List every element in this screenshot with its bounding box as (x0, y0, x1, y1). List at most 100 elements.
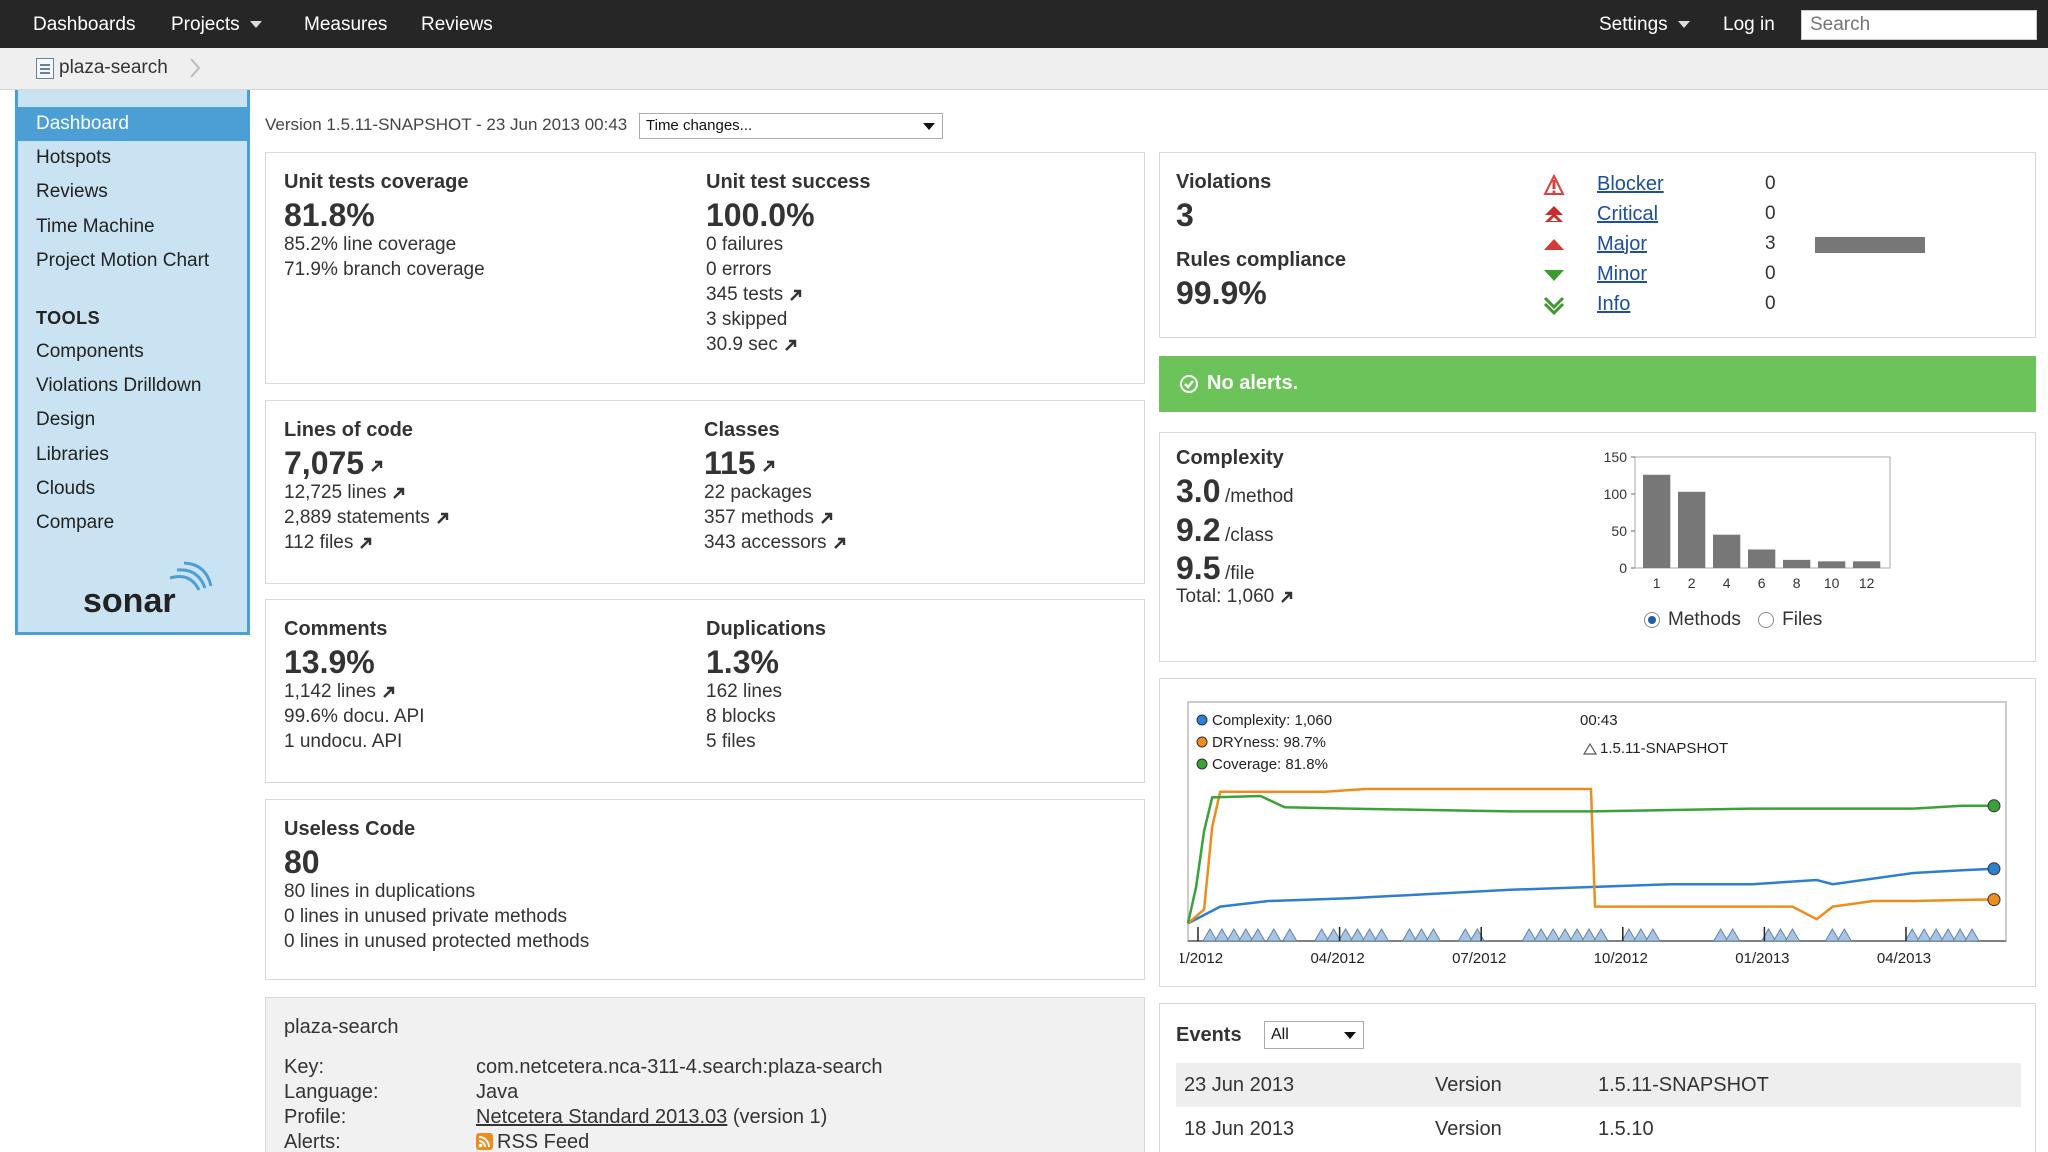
radio-methods[interactable]: Methods (1644, 609, 1741, 630)
test-errors[interactable]: 0 errors (706, 259, 772, 280)
nav-settings[interactable]: Settings (1599, 14, 1690, 36)
nav-measures[interactable]: Measures (304, 14, 388, 35)
violations-title: Violations (1176, 171, 1272, 193)
blocker-count: 0 (1765, 173, 1776, 194)
nav-dashboards[interactable]: Dashboards (33, 14, 136, 35)
complexity-total[interactable]: Total: 1,060 (1176, 586, 1294, 608)
event-marker (1964, 928, 1980, 942)
loc-statements[interactable]: 2,889 statements (284, 507, 450, 529)
test-duration[interactable]: 30.9 sec (706, 334, 798, 356)
event-type: Version (1435, 1118, 1502, 1140)
event-marker (1916, 928, 1933, 942)
sidebar-item-violations-drilldown[interactable]: Violations Drilldown (36, 375, 202, 396)
event-type: Version (1435, 1074, 1502, 1096)
project-icon (36, 58, 54, 79)
breadcrumb-project[interactable]: plaza-search (59, 57, 168, 78)
complexity-class[interactable]: 9.2 /class (1176, 512, 1274, 549)
loc-files[interactable]: 112 files (284, 532, 373, 554)
sidebar-item-hotspots[interactable]: Hotspots (36, 147, 111, 168)
sidebar-item-libraries[interactable]: Libraries (36, 444, 109, 465)
event-marker (1425, 928, 1442, 942)
nav-reviews[interactable]: Reviews (421, 14, 493, 35)
search-input[interactable] (1801, 10, 2037, 40)
compliance-value[interactable]: 99.9% (1176, 275, 1267, 311)
branch-coverage[interactable]: 71.9% branch coverage (284, 259, 485, 280)
critical-link[interactable]: Critical (1597, 203, 1659, 225)
duplicated-lines[interactable]: 162 lines (706, 681, 783, 702)
sidebar-item-compare[interactable]: Compare (36, 512, 115, 533)
radio-methods-indicator (1644, 611, 1660, 628)
duplicated-files[interactable]: 5 files (706, 731, 756, 752)
methods[interactable]: 357 methods (704, 507, 834, 529)
event-marker (1940, 928, 1956, 942)
major-link[interactable]: Major (1597, 233, 1648, 255)
blocker-link[interactable]: Blocker (1597, 173, 1664, 195)
tests-widget: Unit tests coverage 81.8% 85.2% line cov… (265, 152, 1145, 384)
comment-lines[interactable]: 1,142 lines (284, 681, 396, 703)
classes-value[interactable]: 115 (704, 445, 776, 482)
violations-value[interactable]: 3 (1176, 197, 1194, 233)
profile-link[interactable]: Netcetera Standard 2013.03 (476, 1106, 728, 1128)
sidebar-item-design[interactable]: Design (36, 409, 96, 430)
success-value[interactable]: 100.0% (706, 197, 815, 233)
legend-label: DRYness: 98.7% (1212, 734, 1326, 751)
x-tick-label: 10 (1824, 575, 1840, 591)
useless-protected[interactable]: 0 lines in unused protected methods (284, 931, 590, 952)
events-filter-value: All (1271, 1026, 1289, 1043)
events-filter-select[interactable]: All (1264, 1021, 1364, 1049)
useless-private[interactable]: 0 lines in unused private methods (284, 906, 568, 927)
project-profile: Netcetera Standard 2013.03 (version 1) (476, 1106, 827, 1129)
chevron-down-icon (249, 21, 262, 29)
major-bar (1815, 237, 1925, 253)
rss-feed[interactable]: RSS Feed (476, 1131, 589, 1152)
event-marker (1952, 928, 1968, 942)
sidebar-item-components[interactable]: Components (36, 341, 144, 362)
project-key: com.netcetera.nca-311-4.search:plaza-sea… (476, 1056, 883, 1078)
duplications-value[interactable]: 1.3% (706, 644, 779, 680)
project-info-widget: plaza-search Key: com.netcetera.nca-311-… (265, 997, 1145, 1152)
duplicated-blocks[interactable]: 8 blocks (706, 706, 776, 727)
undocu-api[interactable]: 1 undocu. API (284, 731, 403, 752)
test-count[interactable]: 345 tests (706, 284, 803, 306)
minor-link[interactable]: Minor (1597, 263, 1648, 285)
sidebar-item-dashboard[interactable]: Dashboard (18, 107, 247, 141)
sidebar-item-time-machine[interactable]: Time Machine (36, 216, 155, 237)
line-coverage[interactable]: 85.2% line coverage (284, 234, 457, 255)
timeline-chart: Complexity: 1,060 DRYness: 98.7% Coverage:… (1180, 701, 2007, 967)
event-marker (1633, 928, 1649, 942)
useless-dup-lines[interactable]: 80 lines in duplications (284, 881, 476, 902)
x-tick-label: 12 (1859, 575, 1875, 591)
complexity-file[interactable]: 9.5 /file (1176, 550, 1255, 587)
event-marker (1349, 928, 1366, 942)
loc-value[interactable]: 7,075 (284, 445, 384, 482)
event-marker (1836, 928, 1853, 942)
comments-value[interactable]: 13.9% (284, 644, 375, 680)
radio-files[interactable]: Files (1758, 609, 1822, 630)
sidebar-item-reviews[interactable]: Reviews (36, 181, 108, 202)
breadcrumb: plaza-search (0, 48, 2048, 90)
accessors-label: 343 accessors (704, 532, 827, 553)
packages[interactable]: 22 packages (704, 482, 812, 503)
coverage-value[interactable]: 81.8% (284, 197, 375, 233)
loc-lines[interactable]: 12,725 lines (284, 482, 406, 504)
project-name: plaza-search (284, 1016, 399, 1038)
accessors[interactable]: 343 accessors (704, 532, 847, 554)
sidebar-item-motion-chart[interactable]: Project Motion Chart (36, 250, 210, 271)
y-tick-label: 150 (1604, 449, 1628, 465)
info-count: 0 (1765, 293, 1776, 314)
docu-api[interactable]: 99.6% docu. API (284, 706, 425, 727)
legend-label: Coverage: 81.8% (1212, 756, 1328, 773)
nav-projects[interactable]: Projects (171, 14, 262, 36)
complexity-method[interactable]: 3.0 /method (1176, 473, 1294, 510)
info-link[interactable]: Info (1597, 293, 1631, 315)
severity-row-major: Major 3 (1160, 231, 1925, 257)
login-link[interactable]: Log in (1723, 14, 1775, 35)
test-failures[interactable]: 0 failures (706, 234, 784, 255)
complexity-total-label: Total: 1,060 (1176, 586, 1275, 607)
time-changes-select[interactable]: Time changes... (639, 113, 943, 139)
test-skipped[interactable]: 3 skipped (706, 309, 788, 330)
minor-count: 0 (1765, 263, 1776, 284)
trend-up-icon (762, 460, 774, 472)
sidebar-item-clouds[interactable]: Clouds (36, 478, 96, 499)
useless-value[interactable]: 80 (284, 844, 320, 880)
